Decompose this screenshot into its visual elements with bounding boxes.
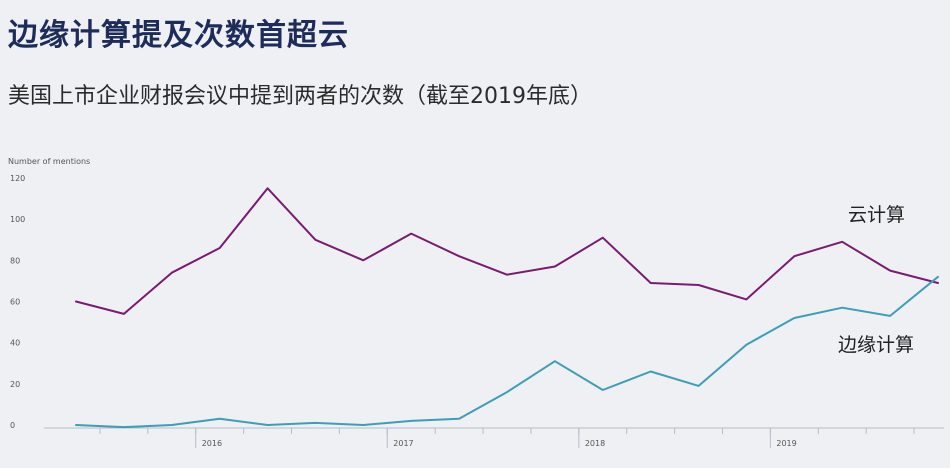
y-tick-label: 20 xyxy=(10,380,20,389)
y-axis-ticks: 0 20 40 60 80 100 120 xyxy=(10,174,25,430)
x-tick-label: 2017 xyxy=(393,439,413,448)
x-axis: 2016 2017 2018 2019 xyxy=(44,427,944,448)
y-tick-label: 40 xyxy=(10,339,20,348)
series-label-edge: 边缘计算 xyxy=(838,334,914,356)
series-label-cloud: 云计算 xyxy=(848,204,905,226)
edge-series-line xyxy=(75,275,939,429)
cloud-series-line xyxy=(75,187,939,315)
y-axis-label: Number of mentions xyxy=(8,157,90,166)
y-tick-label: 0 xyxy=(10,421,15,430)
chart-title: 边缘计算提及次数首超云 xyxy=(8,18,349,53)
y-tick-label: 60 xyxy=(10,298,20,307)
y-tick-label: 100 xyxy=(10,215,25,224)
y-tick-label: 120 xyxy=(10,174,25,183)
x-tick-label: 2018 xyxy=(585,439,605,448)
x-tick-label: 2019 xyxy=(776,439,796,448)
y-tick-label: 80 xyxy=(10,256,20,265)
chart-subtitle: 美国上市企业财报会议中提到两者的次数（截至2019年底） xyxy=(8,84,592,109)
x-tick-label: 2016 xyxy=(202,439,222,448)
series-lines xyxy=(75,187,939,429)
